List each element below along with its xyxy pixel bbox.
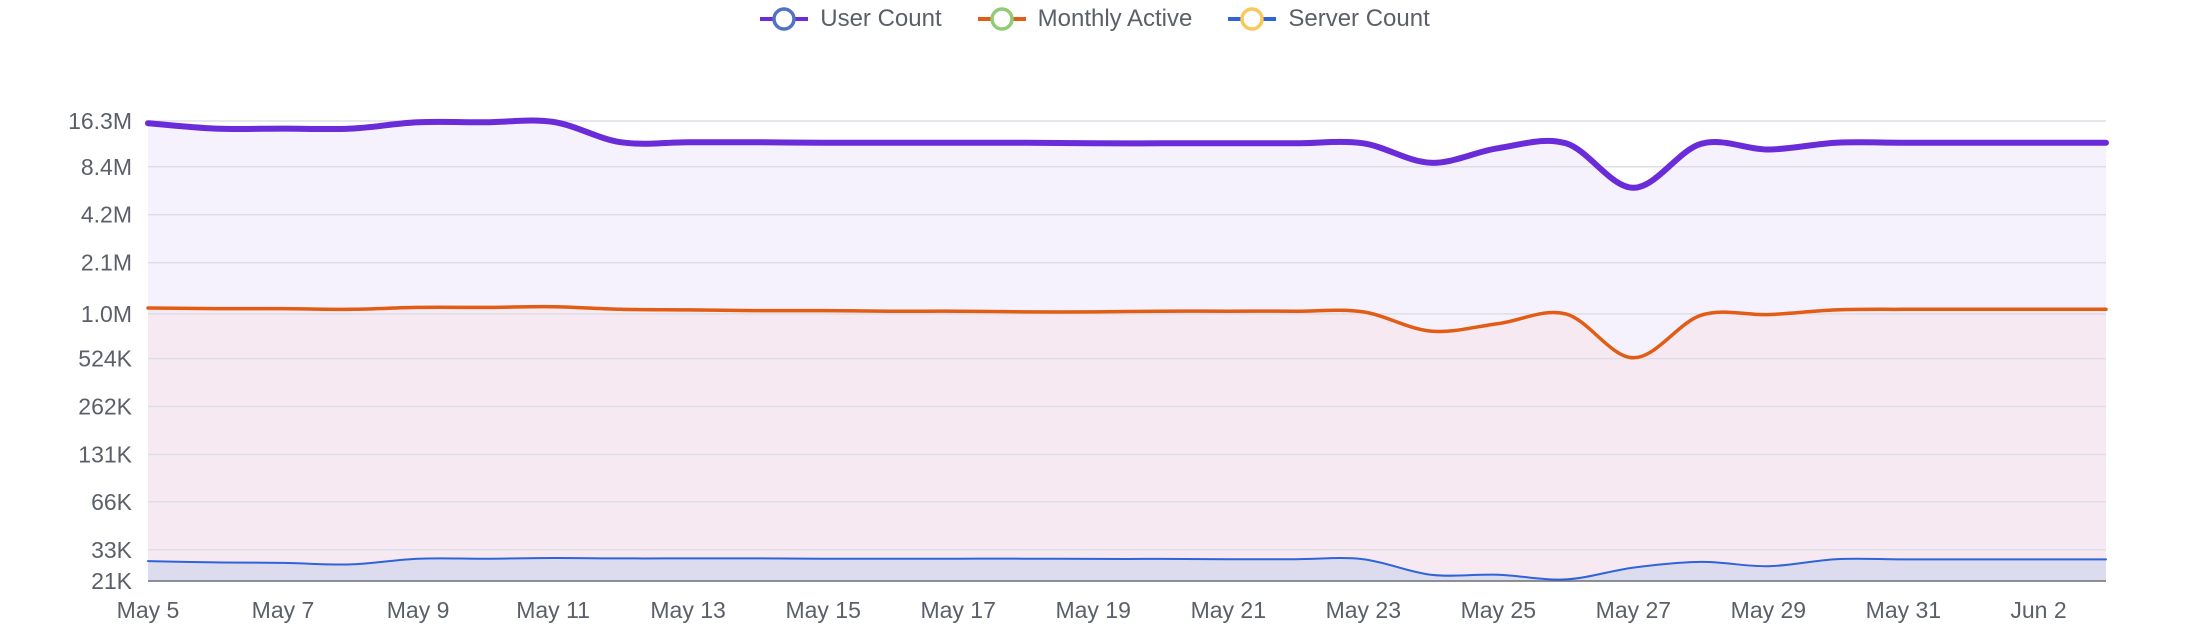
legend-marker-icon <box>1228 7 1277 31</box>
legend-marker-circle <box>772 7 796 31</box>
area-fill-2 <box>148 557 2106 581</box>
legend-label: Monthly Active <box>1037 5 1193 32</box>
x-tick-label: May 21 <box>1191 597 1266 623</box>
x-tick-label: May 11 <box>516 597 590 623</box>
y-tick-label: 8.4M <box>81 154 132 180</box>
x-tick-label: May 9 <box>387 597 450 623</box>
area-fills <box>148 120 2106 581</box>
x-tick-label: Jun 2 <box>2010 597 2066 623</box>
legend-marker-icon <box>760 7 809 31</box>
y-tick-label: 16.3M <box>68 108 132 134</box>
legend-item[interactable]: Monthly Active <box>976 4 1193 34</box>
x-tick-label: May 7 <box>252 597 315 623</box>
legend-label: User Count <box>820 5 942 32</box>
x-tick-label: May 5 <box>117 597 180 623</box>
y-tick-label: 1.0M <box>81 301 132 327</box>
legend-item[interactable]: User Count <box>758 4 942 34</box>
legend-label: Server Count <box>1288 5 1430 32</box>
x-tick-label: May 25 <box>1461 597 1536 623</box>
x-tick-label: May 31 <box>1866 597 1941 623</box>
y-tick-label: 4.2M <box>81 202 132 228</box>
x-tick-label: May 17 <box>920 597 995 623</box>
y-tick-label: 2.1M <box>81 250 132 276</box>
x-tick-label: May 15 <box>785 597 860 623</box>
series-line-2[interactable] <box>147 556 2107 581</box>
y-tick-label: 21K <box>91 568 133 594</box>
legend-marker-circle <box>989 7 1014 31</box>
legend-marker-circle <box>1240 7 1265 31</box>
x-tick-label: May 23 <box>1326 597 1401 623</box>
series-line-1[interactable] <box>146 304 2108 360</box>
y-tick-label: 262K <box>78 394 132 420</box>
legend-item[interactable]: Server Count <box>1226 4 1430 34</box>
y-tick-label: 131K <box>78 442 132 468</box>
series-line-0[interactable] <box>145 117 2109 191</box>
area-fill-1 <box>148 306 2106 581</box>
x-tick-label: May 27 <box>1596 597 1671 623</box>
x-tick-label: May 19 <box>1055 597 1130 623</box>
x-tick-label: May 13 <box>650 597 725 623</box>
x-tick-label: May 29 <box>1731 597 1806 623</box>
y-tick-label: 33K <box>91 537 133 563</box>
legend-marker-icon <box>977 7 1026 31</box>
y-tick-label: 66K <box>91 489 133 515</box>
legend: User Count Monthly Active Server Count <box>0 4 2188 34</box>
y-tick-label: 524K <box>78 346 132 372</box>
